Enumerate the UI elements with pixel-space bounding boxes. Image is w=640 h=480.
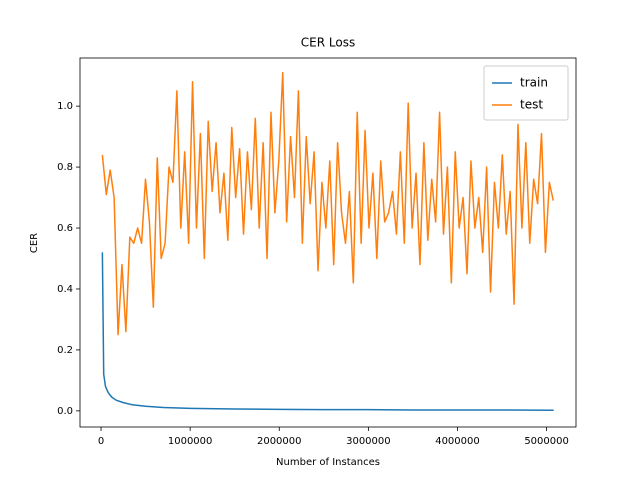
x-tick-label: 0 (98, 436, 104, 447)
y-tick-label: 0.8 (57, 162, 73, 173)
x-tick-label: 4000000 (435, 436, 480, 447)
chart-title: CER Loss (301, 36, 355, 50)
x-tick-label: 1000000 (168, 436, 213, 447)
x-tick-label: 2000000 (257, 436, 302, 447)
line-series (101, 252, 554, 411)
y-tick-label: 1.0 (57, 101, 73, 112)
x-tick-label: 3000000 (346, 436, 391, 447)
y-tick-label: 0.4 (57, 284, 73, 295)
legend-box (483, 65, 569, 121)
y-tick-label: 0.0 (57, 406, 73, 417)
legend-label: train (520, 76, 548, 90)
y-axis-label: CER (29, 233, 40, 253)
y-tick-label: 0.6 (57, 223, 73, 234)
x-tick-label: 5000000 (524, 436, 569, 447)
x-axis-label: Number of Instances (276, 457, 380, 468)
line-series (101, 71, 555, 336)
legend-label: test (520, 98, 543, 112)
plot-frame (79, 57, 577, 428)
y-tick-label: 0.2 (57, 345, 73, 356)
